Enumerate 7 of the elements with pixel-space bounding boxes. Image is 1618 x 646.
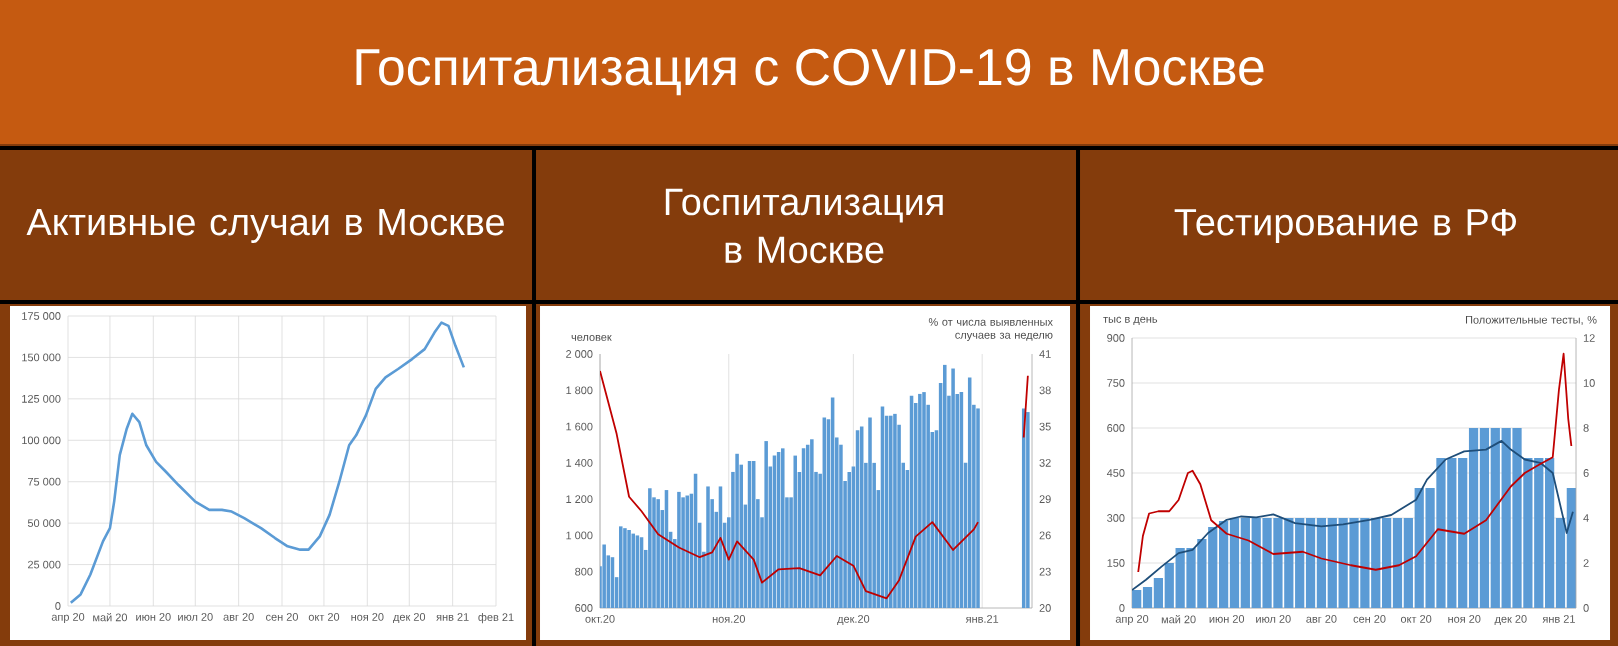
line-series <box>1132 440 1574 591</box>
line-series <box>1137 352 1573 573</box>
chart-title: Тестирование в РФ <box>1174 208 1516 244</box>
text: Госпитализация с COVID-19 в Москве <box>356 48 1264 96</box>
chart-title: Активные случаи в Москве <box>26 209 504 243</box>
line-series <box>69 321 466 604</box>
chart-title: Госпитализация в Москве <box>665 188 943 264</box>
